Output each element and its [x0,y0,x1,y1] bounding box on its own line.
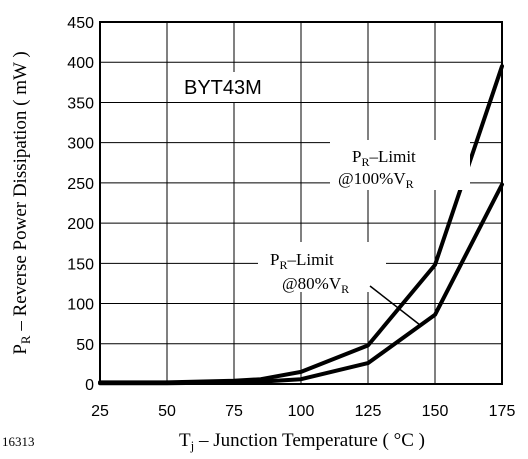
series-label-100-sub: R [361,155,369,169]
x-tick-label: 50 [158,403,176,420]
grid [99,21,503,385]
svg-text:PR–Limit: PR–Limit [352,147,416,169]
figure-id: 16313 [2,434,35,449]
x-tick-label: 125 [355,403,382,420]
x-tick-label: 150 [422,403,449,420]
y-axis-ticks: 0 50 100 150 200 250 300 350 400 450 [67,15,94,394]
svg-text:@80%VR: @80%VR [282,274,349,296]
x-tick-label: 75 [225,403,243,420]
y-tick-label: 150 [67,256,94,273]
svg-text:PR–Limit: PR–Limit [270,250,334,272]
series-label-80-line2-sub: R [341,282,349,296]
y-tick-label: 100 [67,297,94,314]
y-axis-title: PR – Reverse Power Dissipation ( mW ) [10,51,33,354]
x-tick-label: 175 [489,403,516,420]
y-tick-label: 400 [67,55,94,72]
y-tick-label: 250 [67,176,94,193]
series-label-100-rest: –Limit [368,147,416,166]
series-label-100-line2-sub: R [406,177,414,191]
svg-text:@100%VR: @100%VR [338,169,414,191]
x-axis-ticks: 25 50 75 100 125 150 175 [91,403,515,420]
y-tick-label: 350 [67,95,94,112]
series-label-80-line2: @80%V [282,274,342,293]
x-axis-title: Tj – Junction Temperature ( °C ) [179,430,425,453]
plot-frame [99,21,503,385]
x-tick-label: 100 [288,403,315,420]
annotation-background [178,72,290,102]
y-tick-label: 0 [85,377,94,394]
series-label-80: PR–Limit @80%VR [258,242,386,296]
series-label-80-sub: R [279,258,287,272]
series-label-100: PR–Limit @100%VR [330,140,470,191]
y-tick-label: 200 [67,216,94,233]
device-annotation: BYT43M [184,77,262,99]
x-tick-label: 25 [91,403,109,420]
series-label-80-leader [369,285,421,326]
series-label-80-rest: –Limit [286,250,334,269]
y-tick-label: 300 [67,136,94,153]
series-label-100-p: P [352,147,361,166]
series-label-80-p: P [270,250,279,269]
y-tick-label: 50 [76,337,94,354]
y-tick-label: 450 [67,15,94,32]
series-label-100-line2: @100%V [338,169,406,188]
